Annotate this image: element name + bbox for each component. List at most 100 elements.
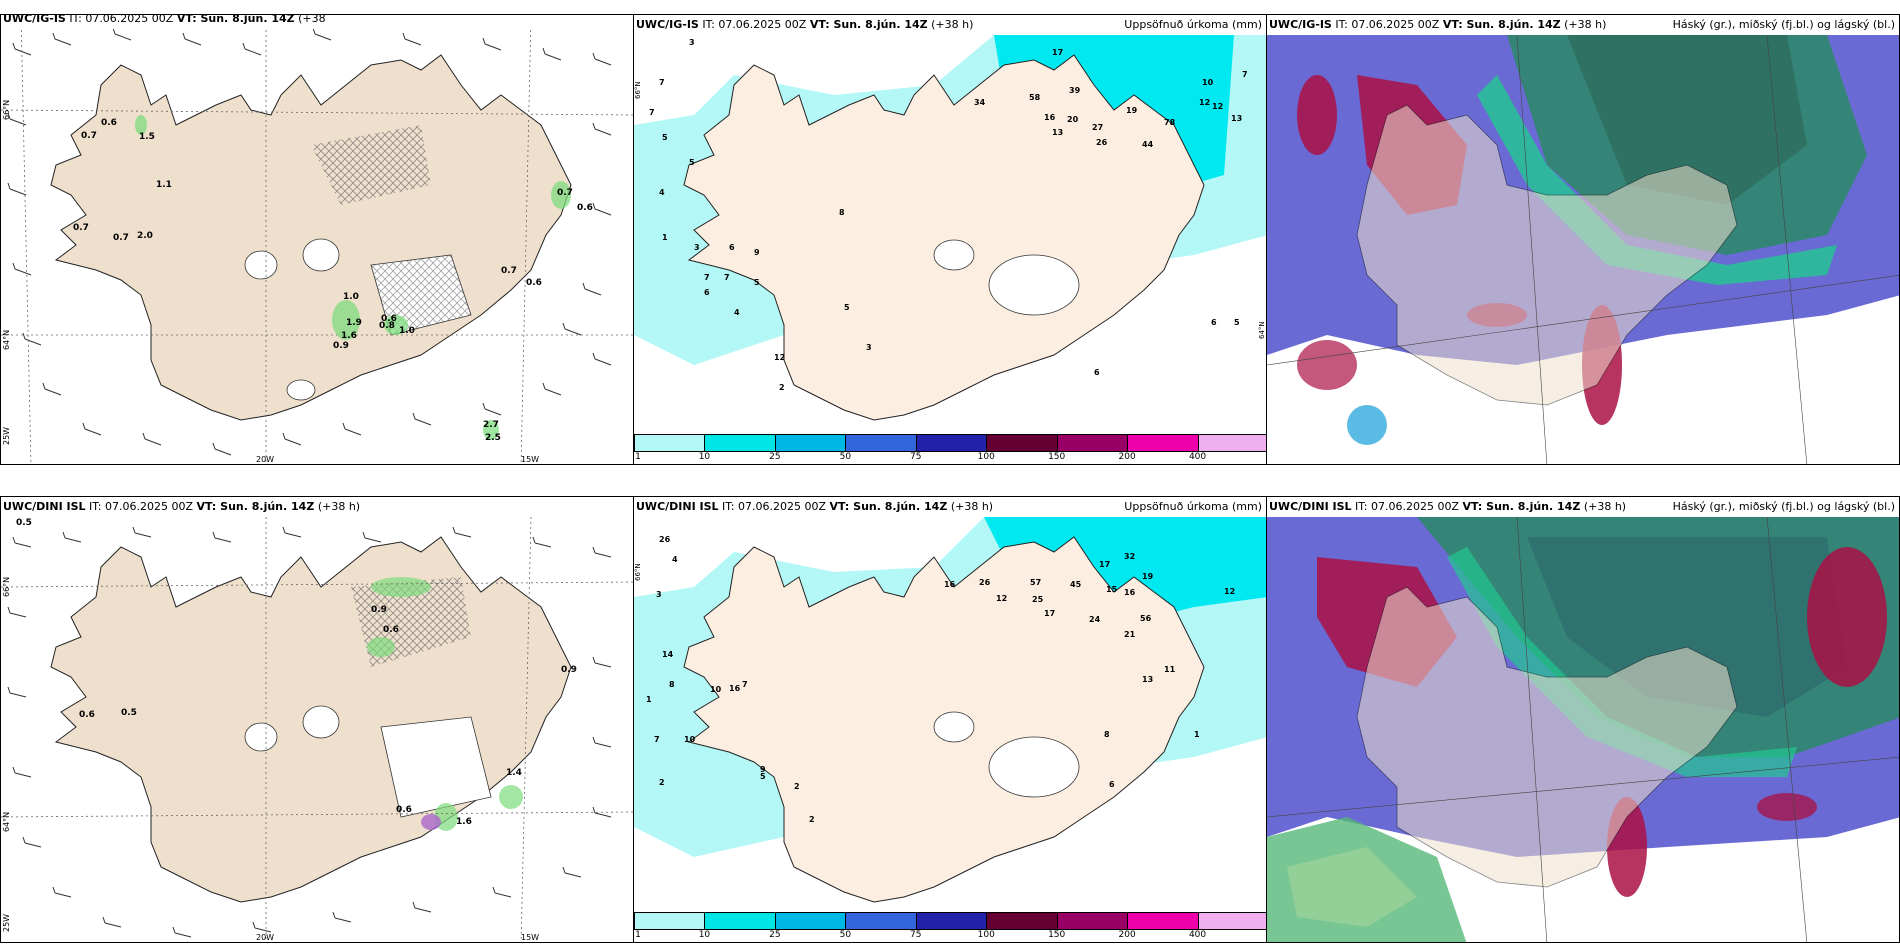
map-canvas: 0.5 0.6 0.5 0.9 0.6 0.9 1.4 0.6 1.6 66°N…	[1, 517, 633, 942]
lon-label: 15W	[521, 933, 539, 942]
colorbar-tick: 400	[1188, 930, 1207, 940]
precip-value: 24	[1089, 615, 1101, 624]
precip-value: 34	[974, 98, 986, 107]
precip-value: 13	[1052, 128, 1063, 137]
colorbar-tick: 50	[839, 930, 852, 940]
colorbar-swatch	[845, 912, 917, 930]
precip-label: 0.6	[101, 118, 117, 128]
precip-value: 3	[694, 243, 700, 252]
precip-value: 5	[844, 303, 850, 312]
precip-label: 0.9	[371, 605, 387, 615]
colorbar-tick: 75	[910, 930, 922, 940]
valid-time: VT: Sun. 8.jún. 14Z	[809, 18, 928, 31]
precip-values: 26 4 3 1 14 8 10 16 7 16 26 12 17 45 57 …	[646, 535, 1235, 824]
precip-value: 11	[1164, 665, 1176, 674]
precip-value: 4	[659, 188, 665, 197]
precip-value: 16	[944, 580, 956, 589]
lead-time: (+38 h)	[950, 500, 994, 513]
colorbar-tick: 150	[1048, 452, 1066, 462]
precip-value: 10	[1202, 78, 1214, 87]
precip-value: 44	[1142, 140, 1154, 149]
map-canvas: 0.6 0.7 1.5 1.1 0.7 0.7 2.0 1.0 1.9 1.6 …	[1, 15, 633, 464]
precip-value: 17	[1044, 609, 1055, 618]
lat-label: 64°N	[1258, 321, 1266, 339]
lon-label: 25W	[2, 914, 11, 932]
precip-value: 26	[979, 578, 991, 587]
precip-label: 1.5	[139, 132, 155, 142]
precip-value: 7	[724, 273, 730, 282]
precip-value: 58	[1029, 93, 1041, 102]
panel-header: UWC/IG-IS IT: 07.06.2025 00Z VT: Sun. 8.…	[1267, 15, 1899, 35]
precip-label: 0.6	[383, 625, 399, 635]
precip-value: 3	[866, 343, 872, 352]
precip-value: 78	[1164, 118, 1176, 127]
precip-value: 4	[672, 555, 678, 564]
colorbar-tick: 1	[635, 452, 641, 462]
lat-label: 64°N	[2, 330, 11, 350]
colorbar-swatch	[986, 912, 1058, 930]
colorbar-tick: 100	[977, 452, 995, 462]
precip-value: 5	[689, 158, 695, 167]
precip-value: 25	[1032, 595, 1044, 604]
lead-time: (+38 h)	[1583, 500, 1627, 513]
colorbar-swatch	[1127, 912, 1199, 930]
precip-value: 17	[1099, 560, 1110, 569]
precip-value: 19	[1126, 106, 1138, 115]
precip-label: 0.5	[16, 518, 32, 528]
precip-value: 39	[1069, 86, 1081, 95]
precip-value: 6	[729, 243, 735, 252]
precip-value: 1	[662, 233, 668, 242]
precip-value: 9	[760, 765, 766, 774]
precip-value: 6	[704, 288, 710, 297]
panel-header: UWC/DINI ISL IT: 07.06.2025 00Z VT: Sun.…	[634, 497, 1266, 517]
precip-label: 0.5	[121, 708, 137, 718]
init-time: IT: 07.06.2025 00Z	[69, 14, 174, 25]
lead-time: (+38 h)	[317, 500, 361, 513]
colorbar-tick: 100	[977, 930, 995, 940]
precip-value: 12	[1199, 98, 1210, 107]
colorbar-swatch	[1127, 434, 1199, 452]
colorbar-tick: 25	[769, 452, 781, 462]
colorbar-swatch	[1056, 912, 1129, 930]
precip-value: 26	[1096, 138, 1108, 147]
precip-label: 0.9	[561, 665, 577, 675]
precip-label: 1.4	[506, 768, 522, 778]
precip-value: 10	[710, 685, 722, 694]
panel-header: UWC/IG-IS IT: 07.06.2025 00Z VT: Sun. 8.…	[1, 14, 633, 29]
precip-value: 7	[649, 108, 655, 117]
precip-value: 7	[742, 680, 748, 689]
precip-label: 0.6	[526, 278, 542, 288]
precip-value: 3	[656, 590, 662, 599]
colorbar-swatch	[1056, 434, 1129, 452]
precip-value: 13	[1231, 114, 1242, 123]
colorbar-swatch	[915, 434, 988, 452]
model-name: UWC/DINI ISL	[3, 500, 86, 513]
panel-header: UWC/DINI ISL IT: 07.06.2025 00Z VT: Sun.…	[1, 497, 633, 517]
panel-wind-precip-dini: UWC/DINI ISL IT: 07.06.2025 00Z VT: Sun.…	[0, 496, 634, 943]
precip-value: 45	[1070, 580, 1082, 589]
colorbar-tick: 400	[1188, 452, 1207, 462]
precip-value: 20	[1067, 115, 1079, 124]
init-time: IT: 07.06.2025 00Z	[702, 18, 807, 31]
panel-header: UWC/DINI ISL IT: 07.06.2025 00Z VT: Sun.…	[1267, 497, 1899, 517]
precip-value: 16	[1124, 588, 1136, 597]
precip-value: 5	[754, 278, 760, 287]
panel-accum-precip-dini: UWC/DINI ISL IT: 07.06.2025 00Z VT: Sun.…	[633, 496, 1267, 943]
precip-label: 0.7	[501, 266, 517, 276]
precip-value: 10	[684, 735, 696, 744]
precip-label: 2.5	[485, 433, 501, 443]
precip-value: 7	[654, 735, 660, 744]
precip-value: 8	[669, 680, 675, 689]
map-variable-title: Háský (gr.), miðský (fj.bl.) og lágský (…	[1672, 18, 1895, 31]
precip-label: 0.7	[557, 188, 573, 198]
model-name: UWC/DINI ISL	[1269, 500, 1352, 513]
precip-value: 5	[662, 133, 668, 142]
panel-clouds-dini: UWC/DINI ISL IT: 07.06.2025 00Z VT: Sun.…	[1266, 496, 1900, 943]
precip-value: 26	[659, 535, 671, 544]
model-name: UWC/IG-IS	[636, 18, 699, 31]
valid-time: VT: Sun. 8.jún. 14Z	[196, 500, 315, 513]
lat-label: 66°N	[634, 563, 642, 581]
map-variable-title: Uppsöfnuð úrkoma (mm)	[1124, 500, 1262, 513]
colorbar-swatch	[986, 434, 1058, 452]
colorbar-swatch	[634, 912, 706, 930]
